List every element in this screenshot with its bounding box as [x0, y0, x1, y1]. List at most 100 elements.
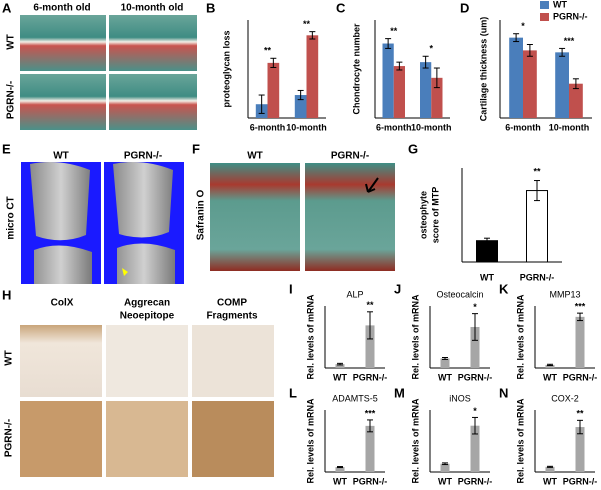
error-bar — [526, 44, 533, 57]
bar — [440, 463, 450, 472]
column-label: ColX — [51, 298, 74, 309]
bar — [365, 325, 375, 368]
x-tick-label: PGRN-/- — [563, 372, 598, 382]
bar — [470, 425, 480, 472]
arrow — [122, 268, 128, 276]
significance: * — [521, 21, 525, 31]
histology-image — [210, 163, 300, 271]
column-label: PGRN-/- — [124, 151, 162, 162]
y-axis-label: Cartilage thickness (um) — [478, 17, 488, 122]
chart-title: Osteocalcin — [436, 289, 483, 299]
error-bar — [270, 57, 277, 68]
bar — [294, 95, 307, 118]
panel-letter: A — [2, 0, 12, 15]
significance: ** — [366, 300, 374, 310]
column-label: COMP — [217, 298, 247, 309]
histology-image — [109, 15, 197, 71]
panel-letter: J — [394, 281, 401, 296]
error-bar — [385, 38, 392, 49]
bar — [393, 66, 405, 118]
panel-letter: D — [460, 0, 469, 15]
significance: * — [473, 302, 477, 312]
ihc-image — [20, 401, 102, 477]
significance: *** — [365, 408, 376, 418]
error-bar — [442, 462, 448, 466]
error-bar — [559, 47, 566, 57]
bar — [382, 43, 394, 118]
bar — [509, 37, 523, 118]
ct-bone — [113, 162, 175, 284]
panel-letter: B — [206, 0, 215, 15]
bar — [526, 190, 548, 263]
histology-image — [109, 74, 197, 130]
ihc-image — [192, 325, 274, 397]
x-tick-label: WT — [333, 476, 347, 486]
bar — [335, 467, 345, 472]
chart-title: ADAMTS-5 — [332, 393, 378, 403]
x-tick-label: 10-month — [549, 122, 590, 132]
x-tick-label: WT — [543, 372, 557, 382]
row-label: micro CT — [6, 196, 17, 239]
y-axis-label: Rel. levels of mRNA — [305, 398, 315, 484]
x-tick-label: PGRN-/- — [563, 476, 598, 486]
histology-image — [20, 15, 106, 71]
panel-letter: H — [2, 287, 11, 302]
ihc-image — [192, 401, 274, 477]
error-bar — [484, 237, 490, 244]
ihc-image — [20, 325, 102, 397]
error-bar — [396, 61, 403, 71]
column-label: Neoepitope — [120, 311, 175, 322]
significance: ** — [264, 46, 272, 56]
error-bar — [547, 363, 553, 367]
y-axis-label: Rel. levels of mRNA — [515, 398, 525, 484]
bar — [569, 83, 583, 118]
error-bar — [577, 419, 583, 435]
column-label: 10-month old — [121, 3, 184, 14]
error-bar — [367, 311, 373, 340]
bar — [523, 50, 537, 118]
error-bar — [534, 180, 540, 202]
error-bar — [442, 357, 448, 360]
x-tick-label: PGRN-/- — [458, 476, 493, 486]
chart-title: iNOS — [449, 393, 471, 403]
bar — [476, 240, 498, 263]
y-axis-label: osteophyte — [418, 191, 428, 239]
x-tick-label: WT — [543, 476, 557, 486]
x-tick-label: 6-month — [505, 122, 541, 132]
significance: ** — [576, 409, 584, 419]
bar — [545, 466, 555, 472]
ihc-image — [106, 325, 188, 397]
bar — [267, 62, 280, 118]
legend-swatch — [540, 1, 549, 9]
panel-letter: N — [499, 385, 508, 400]
error-bar — [472, 313, 478, 341]
error-bar — [297, 89, 304, 101]
error-bar — [577, 312, 583, 322]
x-tick-label: 6-month — [250, 122, 286, 132]
bar — [575, 427, 585, 472]
significance: *** — [564, 36, 575, 46]
error-bar — [547, 465, 553, 468]
legend-label: PGRN-/- — [553, 11, 588, 21]
panel-letter: G — [408, 141, 418, 156]
ihc-image — [106, 401, 188, 477]
ct-bone — [30, 162, 92, 284]
error-bar — [472, 416, 478, 435]
x-tick-label: PGRN-/- — [353, 476, 388, 486]
bar — [575, 316, 585, 368]
bar — [470, 326, 480, 368]
column-label: Fragments — [206, 311, 258, 322]
panel-letter: E — [2, 141, 11, 156]
column-label: WT — [247, 151, 263, 162]
bar — [420, 62, 432, 118]
error-bar — [337, 466, 343, 469]
legend-swatch — [540, 13, 549, 21]
x-tick-label: WT — [333, 372, 347, 382]
row-label: WT — [6, 34, 17, 50]
y-axis-label: Rel. levels of mRNA — [515, 294, 525, 380]
x-tick-label: WT — [438, 372, 452, 382]
chart-title: COX-2 — [551, 393, 579, 403]
x-tick-label: PGRN-/- — [458, 372, 493, 382]
panel-letter: I — [289, 281, 293, 296]
